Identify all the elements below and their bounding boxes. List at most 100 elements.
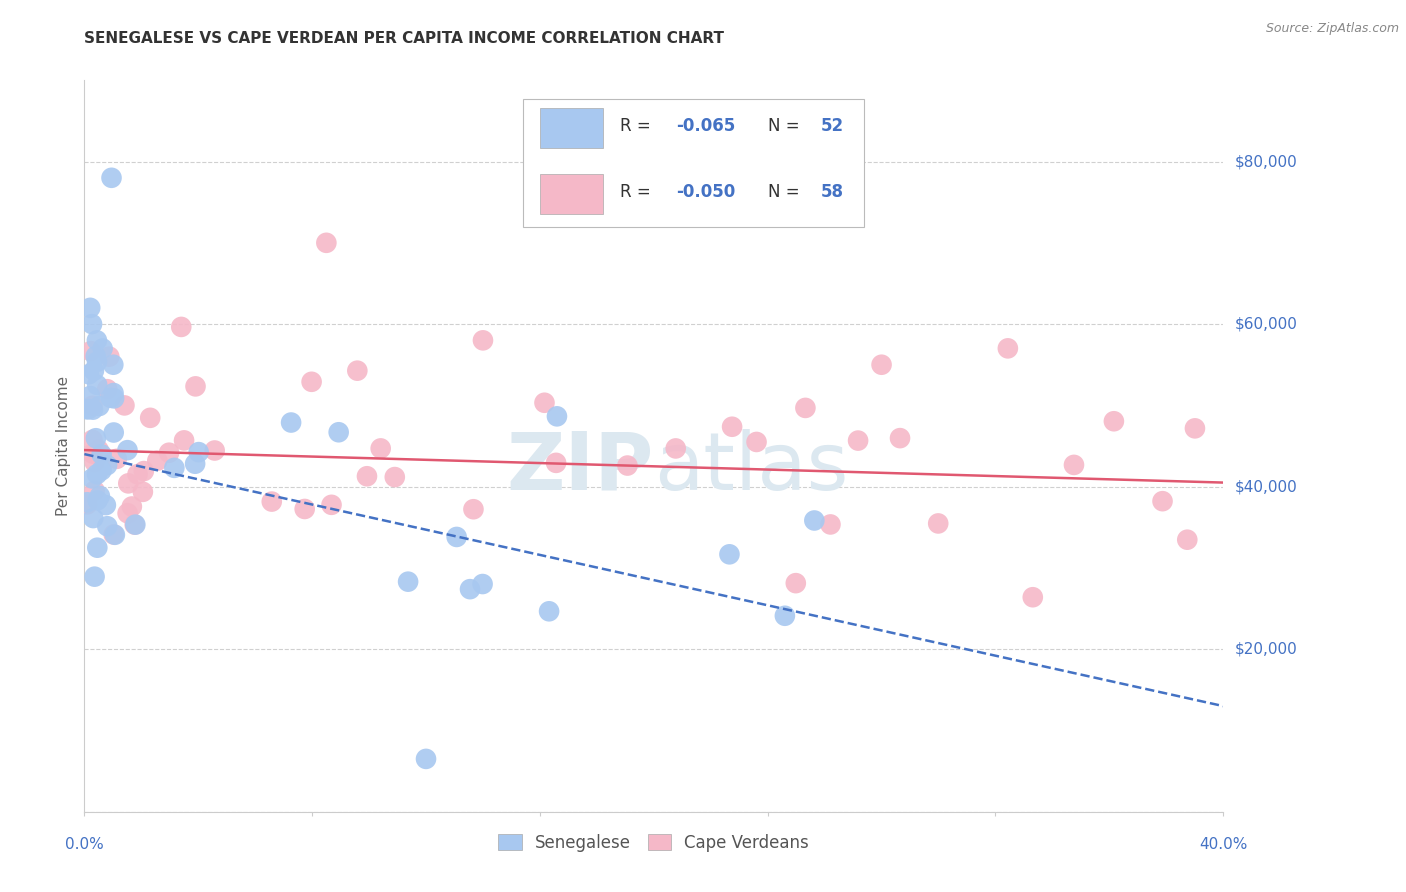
Point (86, 334, 108, 348)
Point (458, 582, 481, 596)
Point (76, 497, 98, 511)
Point (80, 317, 103, 331)
Point (328, 425, 350, 440)
Point (157, 446, 180, 460)
Point (889, 431, 911, 445)
Point (86, 541, 108, 555)
Point (187, 445, 209, 459)
Point (870, 358, 893, 372)
Point (927, 516, 949, 531)
Point (77, 368, 100, 382)
Point (103, 425, 125, 440)
Point (1175, 533, 1198, 547)
Point (83, 569, 105, 583)
Point (82, 399, 104, 413)
Point (127, 467, 149, 482)
Point (79, 301, 101, 315)
Point (87, 442, 110, 457)
FancyBboxPatch shape (523, 98, 865, 227)
Point (794, 401, 817, 415)
Point (773, 608, 796, 623)
Point (1022, 591, 1045, 605)
Point (546, 409, 568, 424)
Point (997, 342, 1019, 356)
Point (83, 364, 105, 378)
Point (86, 378, 108, 392)
Point (132, 464, 155, 478)
Point (803, 514, 825, 528)
Point (82, 471, 104, 485)
Point (170, 320, 193, 334)
Point (184, 457, 207, 471)
Text: 52: 52 (821, 118, 845, 136)
Text: $80,000: $80,000 (1234, 154, 1298, 169)
Text: R =: R = (620, 183, 655, 202)
Point (100, 170, 122, 185)
Point (96, 382, 118, 396)
Point (1102, 414, 1125, 428)
Text: $60,000: $60,000 (1234, 317, 1298, 332)
Point (121, 500, 143, 514)
Point (533, 396, 555, 410)
Text: 58: 58 (821, 183, 844, 202)
Point (96, 519, 118, 533)
Point (86, 467, 108, 482)
Point (98, 350, 121, 364)
Point (173, 434, 195, 448)
Point (280, 416, 302, 430)
Point (472, 334, 495, 348)
Point (1063, 458, 1085, 472)
Point (117, 476, 139, 491)
Point (90, 463, 112, 477)
Point (546, 456, 568, 470)
Point (91, 342, 114, 356)
Point (163, 460, 186, 475)
Point (356, 469, 378, 483)
Point (718, 547, 741, 561)
Y-axis label: Per Capita Income: Per Capita Income (56, 376, 72, 516)
Text: -0.065: -0.065 (676, 118, 735, 136)
Point (83, 483, 105, 498)
Point (105, 451, 128, 466)
Text: atlas: atlas (654, 429, 848, 507)
Text: 40.0%: 40.0% (1199, 837, 1247, 852)
Text: N =: N = (768, 183, 804, 202)
Point (139, 410, 162, 425)
Point (616, 458, 638, 473)
Point (82, 402, 104, 417)
Point (100, 391, 122, 405)
Text: $20,000: $20,000 (1234, 641, 1298, 657)
Point (124, 517, 146, 532)
FancyBboxPatch shape (540, 108, 603, 148)
FancyBboxPatch shape (540, 174, 603, 214)
Point (184, 379, 207, 393)
Point (1184, 421, 1206, 435)
Point (117, 443, 139, 458)
Point (86, 355, 108, 369)
Point (346, 364, 368, 378)
Point (114, 398, 136, 412)
Point (1152, 494, 1174, 508)
Point (384, 470, 406, 484)
Text: Source: ZipAtlas.com: Source: ZipAtlas.com (1265, 22, 1399, 36)
Point (315, 235, 337, 250)
Text: $40,000: $40,000 (1234, 479, 1298, 494)
Point (846, 434, 869, 448)
Point (86, 493, 108, 508)
Point (321, 498, 343, 512)
Point (471, 577, 494, 591)
Text: N =: N = (768, 118, 804, 136)
Point (76, 402, 98, 417)
Point (204, 443, 226, 458)
Point (89, 489, 111, 503)
Point (103, 358, 125, 372)
Point (721, 419, 744, 434)
Point (785, 576, 807, 591)
Point (76, 495, 98, 509)
Point (82, 511, 104, 525)
Point (103, 527, 125, 541)
Point (132, 484, 155, 499)
Point (370, 442, 392, 456)
Legend: Senegalese, Cape Verdeans: Senegalese, Cape Verdeans (492, 827, 815, 858)
Point (103, 392, 125, 406)
